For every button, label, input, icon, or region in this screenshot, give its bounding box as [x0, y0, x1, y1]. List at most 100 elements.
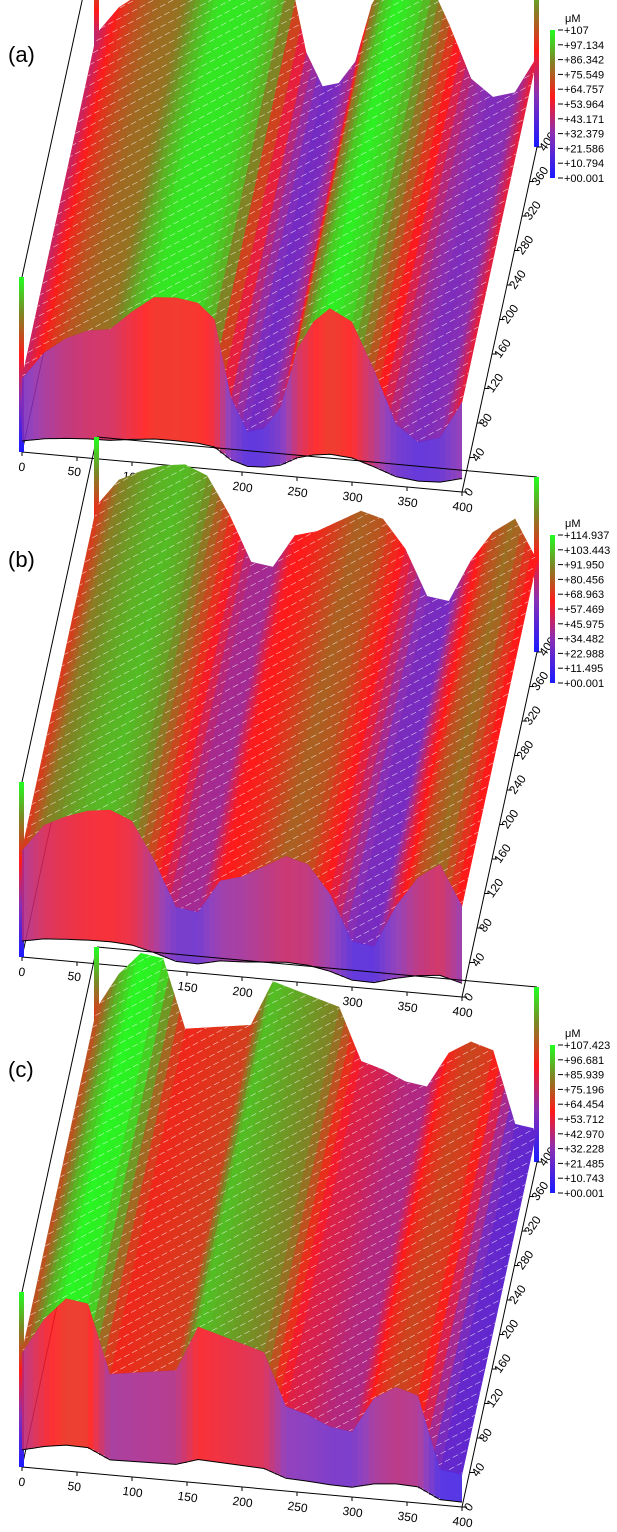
surface-front: [165, 883, 171, 959]
surface-front: [82, 1302, 88, 1448]
surface-front: [99, 329, 105, 441]
surface-front: [275, 858, 281, 963]
surface-front: [445, 874, 451, 979]
surface-front: [302, 862, 308, 966]
y-tick-label: 240: [506, 1282, 529, 1307]
colorbar-tick-label: +85.939: [564, 1070, 604, 1082]
surface-front: [104, 329, 110, 441]
surface-front: [451, 1471, 457, 1502]
surface-front: [55, 341, 61, 439]
surface-front: [22, 1344, 28, 1450]
box-edge-left-top: [21, 0, 83, 278]
surface-front: [434, 1450, 440, 1499]
surface-front: [352, 1423, 358, 1488]
surface-front: [379, 926, 385, 982]
y-tick-label: 240: [506, 267, 529, 292]
surface-front: [385, 1389, 391, 1485]
panel-label: (b): [8, 547, 35, 572]
surface-front: [236, 1341, 242, 1466]
surface-front: [82, 330, 88, 440]
surface-front: [104, 1356, 110, 1459]
surface-front: [159, 871, 165, 957]
colorbar-unit: μM: [565, 518, 581, 530]
surface-front-edge: [21, 1444, 463, 1503]
surface-front: [115, 320, 121, 441]
surface-front: [264, 1352, 270, 1470]
surface-front: [60, 816, 66, 940]
colorbar-tick-label: +75.549: [564, 69, 604, 81]
surface-front: [258, 1350, 264, 1469]
surface-front: [242, 873, 248, 963]
surface-front: [159, 297, 165, 440]
box-edge-left-top: [21, 946, 98, 1293]
surface-front: [176, 907, 182, 962]
panel-label: (a): [8, 42, 35, 67]
surface-front: [148, 1371, 154, 1463]
surface-front: [231, 1339, 237, 1465]
surface-front: [335, 311, 341, 456]
colorbar-tick-label: +10.743: [564, 1173, 604, 1185]
surface-front: [385, 396, 391, 474]
surface-front: [49, 345, 55, 439]
corner-color-bar-3: [534, 987, 539, 1162]
surface-front: [192, 910, 198, 964]
surface-front: [374, 369, 380, 469]
surface-front: [275, 1379, 281, 1475]
surface-front: [220, 879, 226, 962]
surface-front: [49, 1308, 55, 1447]
surface-front: [77, 1300, 83, 1447]
surface-front: [209, 1330, 215, 1462]
surface-front: [181, 1348, 187, 1463]
surface-front: [165, 297, 171, 441]
colorbar-tick-label: +45.975: [564, 619, 604, 631]
surface-front: [66, 1298, 72, 1446]
surface-front: [401, 428, 407, 479]
surface-front: [313, 1417, 319, 1483]
x-tick-label: 150: [177, 979, 199, 996]
y-tick-label: 320: [521, 1213, 544, 1238]
surface-front: [247, 430, 253, 467]
surface-front: [71, 813, 77, 940]
x-tick-label: 400: [452, 1514, 474, 1531]
surface-front: [192, 301, 198, 444]
surface-front: [368, 945, 374, 983]
surface-front: [280, 387, 286, 465]
colorbar-tick-label: +64.757: [564, 84, 604, 96]
surface-front: [440, 864, 446, 977]
surface-front: [165, 1370, 171, 1465]
x-tick-label: 200: [232, 984, 254, 1001]
y-tick-label: 280: [513, 1248, 536, 1273]
surface-front: [27, 837, 33, 941]
surface-front: [55, 818, 61, 940]
y-tick-label: 160: [491, 336, 514, 361]
surface-front: [203, 896, 209, 963]
surface-front: [330, 1426, 336, 1486]
surface-front: [313, 317, 319, 456]
x-tick-label: 0: [18, 1475, 27, 1490]
surface-front: [330, 308, 336, 455]
surface-front: [82, 810, 88, 941]
colorbar-tick-label: +64.454: [564, 1099, 604, 1111]
surface-front: [77, 812, 83, 941]
surface-front: [154, 297, 160, 440]
colorbar: [550, 535, 555, 683]
surface-front: [148, 849, 154, 952]
surface-front: [253, 429, 259, 467]
surface-front: [456, 895, 462, 983]
surface-front: [363, 1406, 369, 1486]
surface-front: [27, 365, 33, 441]
surface-front: [324, 308, 330, 455]
colorbar-tick-label: +00.001: [564, 173, 604, 185]
surface-front: [22, 844, 28, 941]
surface-front: [66, 336, 72, 439]
surface-front: [258, 866, 264, 963]
surface-front: [93, 810, 99, 941]
surface-front: [275, 406, 281, 466]
surface-front: [143, 1371, 149, 1463]
box-edge-left-top: [21, 436, 98, 783]
surface-front: [368, 357, 374, 466]
surface-front: [341, 917, 347, 978]
surface-front: [335, 1427, 341, 1486]
surface-front: [374, 1395, 380, 1485]
colorbar-tick-label: +21.586: [564, 143, 604, 155]
